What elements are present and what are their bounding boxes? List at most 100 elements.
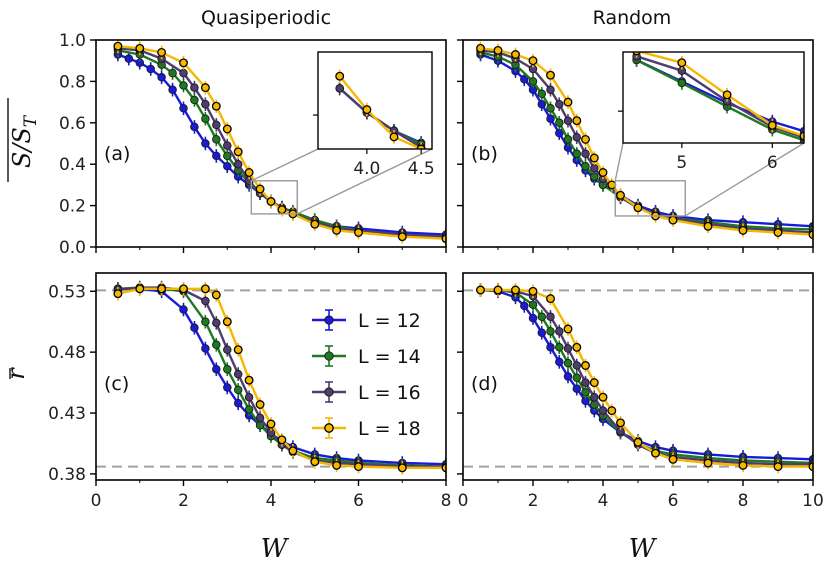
panel-1-point-l-18 — [572, 116, 582, 126]
legend-item-l-12: L = 12 — [312, 309, 421, 332]
panel-0-point-l-16 — [233, 159, 243, 169]
panel-0-point-l-18 — [244, 168, 254, 177]
panel-3-point-l-12 — [528, 313, 538, 323]
panel-0-zoom-region — [250, 180, 298, 215]
column-title-quasiperiodic: Quasiperiodic — [201, 7, 331, 29]
panel-0-point-l-12 — [190, 122, 199, 132]
panel-3-point-l-14 — [555, 343, 564, 352]
panel-2-axes-frame — [95, 272, 447, 481]
panel-3-point-l-12 — [546, 343, 555, 352]
panel-3-x-tick-label: 0 — [458, 491, 469, 511]
panel-0-inset-x-tick-label: 4.5 — [408, 159, 435, 179]
panel-2-point-l-18 — [288, 446, 298, 456]
panel-1-zoom-connector — [684, 142, 805, 217]
panel-2-x-tick-label: 0 — [91, 491, 102, 511]
panel-3-point-l-14 — [563, 358, 573, 368]
panel-1-point-l-16 — [555, 99, 564, 109]
panel-1-point-l-18 — [607, 180, 617, 190]
panel-0-point-l-18 — [266, 197, 276, 206]
panel-1-point-l-18 — [633, 203, 643, 213]
panel-3-x-tick-label: 8 — [738, 491, 749, 511]
panel-2-x-tick-label: 2 — [178, 491, 189, 511]
panel-1-inset-point-l-18 — [722, 90, 732, 100]
panel-3-point-l-18 — [738, 460, 748, 470]
panel-2-point-l-18 — [332, 460, 342, 470]
panel-0-point-l-18 — [310, 219, 320, 229]
panel-2-point-l-18 — [266, 419, 276, 429]
panel-0-point-l-16 — [223, 141, 232, 150]
panel-2-point-l-12 — [201, 344, 210, 353]
panel-1-tag: (b) — [471, 143, 498, 165]
panel-1-point-l-18 — [511, 50, 520, 59]
legend-marker — [324, 387, 334, 397]
panel-3-x-tick-label: 6 — [668, 491, 679, 511]
panel-2-point-l-18 — [157, 284, 167, 294]
panel-1-point-l-18 — [476, 43, 485, 53]
panel-2-point-l-18 — [397, 463, 407, 473]
panel-0-point-l-18 — [354, 228, 363, 237]
panel-3-point-l-12 — [563, 372, 573, 381]
panel-1-point-l-16 — [572, 133, 582, 142]
panel-0-point-l-16 — [212, 120, 221, 130]
panel-2-x-tick-label: 8 — [441, 491, 452, 511]
panel-1-point-l-18 — [616, 190, 625, 200]
panel-0-inset-x-tick-label: 4.0 — [353, 159, 380, 179]
panel-3-point-l-18 — [476, 285, 485, 295]
panel-3-point-l-16 — [598, 406, 608, 415]
panel-3-point-l-16 — [572, 361, 582, 370]
panel-3-x-tick-label: 10 — [802, 491, 824, 511]
panel-d: 0 2 4 6 8 10 (d) — [457, 272, 824, 511]
panel-2-point-l-14 — [244, 405, 254, 414]
panel-0-point-l-18 — [332, 225, 342, 235]
panel-1-point-l-16 — [546, 85, 555, 94]
legend-label: L = 12 — [358, 310, 421, 332]
panel-1-point-l-18 — [589, 153, 599, 163]
panel-2-point-l-14 — [233, 385, 243, 395]
panel-3-x-tick-label: 2 — [528, 491, 539, 511]
legend-item-l-16: L = 16 — [312, 381, 421, 404]
panel-1-inset-point-l-18 — [799, 131, 804, 141]
legend-marker — [324, 351, 334, 361]
panel-1-point-l-16 — [563, 116, 573, 125]
panel-1-point-l-18 — [546, 70, 555, 80]
panel-3-x-tick-label: 4 — [598, 491, 609, 511]
panel-0-point-l-12 — [223, 162, 232, 171]
panel-0-point-l-12 — [179, 104, 188, 113]
panel-0-point-l-14 — [190, 95, 199, 105]
panel-1-point-l-14 — [546, 104, 555, 113]
panel-3-point-l-18 — [651, 448, 660, 458]
panel-2-point-l-16 — [201, 296, 210, 306]
panel-2-y-tick-label: 0.38 — [48, 465, 86, 485]
panel-3-point-l-18 — [589, 378, 599, 388]
panel-1-inset-point-l-18 — [677, 58, 687, 68]
panel-2-x-tick-label: 6 — [353, 491, 364, 511]
panel-1-inset-x-tick-label: 6 — [767, 153, 778, 173]
panel-3-point-l-18 — [607, 406, 617, 416]
panel-2-point-l-16 — [255, 413, 265, 423]
panel-2-point-l-12 — [233, 399, 243, 408]
panel-3-point-l-12 — [520, 301, 529, 311]
panel-0-y-tick-label: 0.0 — [59, 238, 86, 258]
panel-0-y-tick-label: 0.8 — [59, 72, 86, 92]
panel-1-point-l-18 — [528, 56, 538, 66]
panel-1-point-l-14 — [581, 162, 590, 171]
panel-1-point-l-18 — [773, 228, 783, 237]
panel-3-point-l-18 — [572, 342, 582, 352]
legend-label: L = 18 — [358, 418, 421, 440]
panel-3-point-l-12 — [537, 328, 547, 337]
panel-1-point-l-14 — [572, 149, 582, 159]
legend-item-l-14: L = 14 — [312, 345, 421, 368]
panel-3-point-l-16 — [590, 392, 599, 402]
panel-1-point-l-16 — [581, 149, 590, 159]
panel-0-y-tick-label: 0.6 — [59, 114, 86, 134]
panel-3-point-l-18 — [493, 285, 503, 295]
panel-1-point-l-18 — [703, 221, 713, 231]
panel-2-point-l-12 — [179, 305, 188, 314]
panel-0-point-l-18 — [222, 124, 232, 134]
panel-2-point-l-18 — [255, 400, 265, 409]
panel-0-inset-point-l-18 — [389, 132, 399, 142]
panel-1-point-l-18 — [808, 230, 813, 240]
panel-0-point-l-18 — [277, 205, 287, 215]
panel-b: (b) 5 6 — [457, 39, 814, 253]
